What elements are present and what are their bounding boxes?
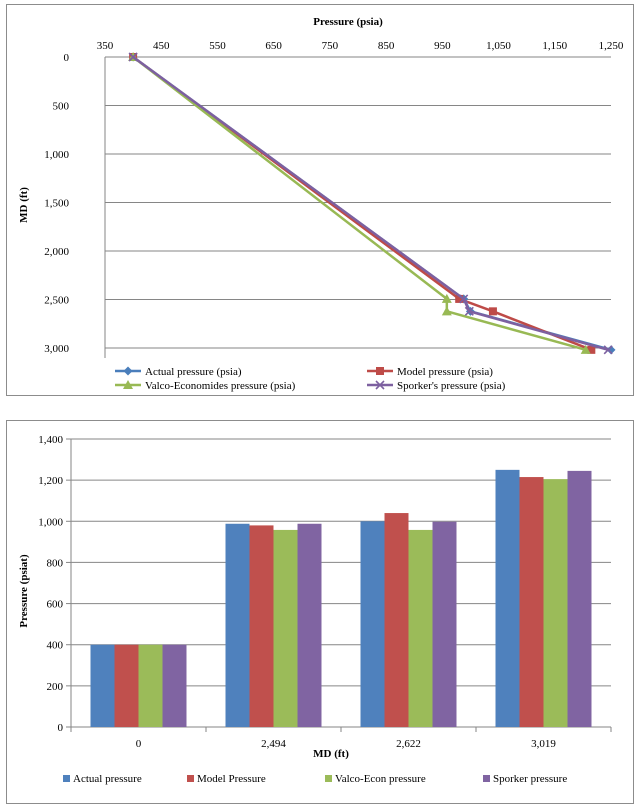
bar-sporker-pressure: [297, 523, 322, 727]
series-line: [132, 56, 587, 352]
series-actual-pressure-psia: [128, 52, 616, 355]
bar-sporker-pressure: [162, 644, 187, 727]
x-axis-title: Pressure (psia): [313, 16, 383, 28]
y-tick-label: 1,200: [38, 475, 63, 487]
bar-valco-econ-pressure: [543, 479, 568, 727]
data-point: [603, 345, 613, 355]
x-tick-label: 550: [209, 40, 226, 52]
y-tick-label: 200: [47, 681, 64, 693]
legend-item: Actual pressure (psia): [115, 366, 242, 378]
x-tick-label: 950: [434, 40, 451, 52]
legend-label: Valco-Econ pressure: [335, 773, 426, 785]
data-point: [580, 344, 591, 354]
legend-label: Sporker pressure: [493, 773, 567, 785]
x-tick-label: 450: [153, 40, 170, 52]
x-tick-label: 650: [265, 40, 282, 52]
legend-label: Model pressure (psia): [397, 366, 493, 378]
data-point: [441, 293, 452, 303]
y-tick-label: 1,000: [38, 516, 63, 528]
legend-marker: [376, 367, 384, 375]
line-chart-panel: 0 500 1,000 1,500 2,000 2,500 3,000 350 450 550 65…: [6, 4, 634, 396]
data-point: [455, 294, 464, 303]
legend-swatch: [483, 775, 490, 782]
bar-valco-econ-pressure: [138, 644, 163, 727]
legend-marker: [123, 380, 133, 389]
legend-label: Actual pressure (psia): [145, 366, 242, 378]
series-sporker-s-pressure-psia: [128, 52, 613, 355]
y-tick-label: 1,500: [44, 198, 69, 210]
y-tick-label: 600: [47, 599, 64, 611]
x-tick-label: 1,050: [486, 40, 511, 52]
bar-model-pressure: [384, 513, 409, 727]
bar-model-pressure: [249, 525, 274, 727]
legend-marker: [123, 366, 133, 376]
bar-sporker-pressure: [432, 521, 457, 727]
legend-item: Model pressure (psia): [367, 366, 493, 378]
legend-item: Valco-Econ pressure: [325, 773, 426, 785]
legend-label: Valco-Economides pressure (psia): [145, 380, 296, 392]
x-tick-label: 1,250: [599, 40, 624, 52]
bar-actual-pressure: [495, 469, 520, 727]
legend-item: Sporker's pressure (psia): [367, 380, 506, 392]
data-point: [488, 307, 497, 316]
legend-swatch: [187, 775, 194, 782]
y-tick-label: 3,000: [44, 343, 69, 355]
y-tick-label: 500: [53, 101, 70, 113]
bar-actual-pressure: [225, 523, 250, 727]
legend-item: Sporker pressure: [483, 773, 567, 785]
x-tick-label: 350: [97, 40, 114, 52]
y-axis-title: MD (ft): [18, 187, 30, 223]
y-tick-label: 1,000: [44, 149, 69, 161]
bar-actual-pressure: [90, 644, 115, 727]
data-point: [441, 306, 452, 316]
bar-actual-pressure: [360, 521, 385, 727]
y-tick-label: 400: [47, 640, 64, 652]
x-tick-label: 1,150: [542, 40, 567, 52]
x-tick-label: 2,494: [261, 738, 286, 750]
x-tick-label: 3,019: [531, 738, 556, 750]
y-tick-label: 2,000: [44, 246, 69, 258]
bar-chart: 0 200 400 600 800 1,000 1,200 1,400 0 2,494 2,622 3…: [18, 434, 612, 785]
bar-valco-econ-pressure: [408, 529, 433, 727]
bar-chart-panel: 0 200 400 600 800 1,000 1,200 1,400 0 2,494 2,622 3…: [6, 420, 634, 804]
y-tick-label: 0: [64, 52, 70, 64]
x-tick-label: 0: [136, 738, 142, 750]
legend-item: Actual pressure: [63, 773, 142, 785]
bar-valco-econ-pressure: [273, 529, 298, 727]
x-tick-label: 750: [322, 40, 339, 52]
series-model-pressure-psia: [129, 53, 596, 354]
x-tick-label: 850: [378, 40, 395, 52]
legend-marker: [375, 380, 385, 390]
bar-sporker-pressure: [567, 470, 592, 727]
y-tick-label: 2,500: [44, 295, 69, 307]
data-point: [464, 306, 474, 316]
y-tick-label: 800: [47, 557, 64, 569]
legend-item: Model Pressure: [187, 773, 266, 785]
y-tick-label: 1,400: [38, 434, 63, 446]
y-axis-title: Pressure (psiat): [18, 554, 30, 628]
data-point: [128, 52, 138, 62]
data-point: [606, 345, 616, 355]
x-tick-label: 2,622: [396, 738, 421, 750]
legend-label: Model Pressure: [197, 773, 266, 785]
y-tick-label: 0: [58, 722, 64, 734]
data-point: [587, 345, 596, 354]
series-line: [132, 55, 612, 352]
series-line: [132, 55, 592, 352]
legend-item: Valco-Economides pressure (psia): [115, 380, 296, 392]
bar-model-pressure: [519, 477, 544, 727]
data-point: [459, 294, 469, 304]
legend-swatch: [63, 775, 70, 782]
legend-label: Sporker's pressure (psia): [397, 380, 506, 392]
series-line: [132, 55, 609, 352]
bar-model-pressure: [114, 644, 139, 727]
legend-label: Actual pressure: [73, 773, 142, 785]
legend-swatch: [325, 775, 332, 782]
x-axis-title: MD (ft): [313, 748, 349, 760]
line-chart: 0 500 1,000 1,500 2,000 2,500 3,000 350 450 550 65…: [18, 16, 624, 392]
